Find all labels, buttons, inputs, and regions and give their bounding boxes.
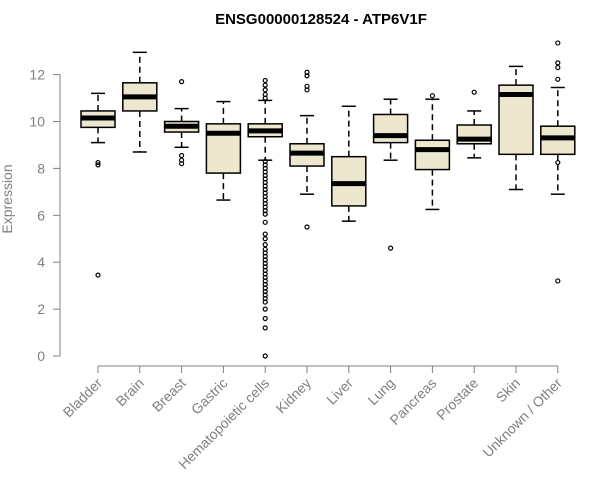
y-tick-label: 0 <box>37 348 45 364</box>
y-tick-label: 4 <box>37 254 45 270</box>
outlier-point <box>304 69 310 75</box>
outlier-point <box>471 89 477 95</box>
outlier-point <box>262 306 268 312</box>
iqr-box <box>372 113 409 144</box>
box-group <box>80 40 576 359</box>
outlier-point <box>262 82 268 88</box>
y-tick-label: 6 <box>37 207 45 223</box>
x-tick-label: Liver <box>323 375 356 408</box>
y-tick-label: 12 <box>29 67 45 83</box>
outlier-point <box>262 231 268 237</box>
outlier-point <box>262 158 268 164</box>
outlier-point <box>555 159 561 166</box>
x-tick-label: Skin <box>493 375 524 406</box>
box-kidney <box>289 69 325 230</box>
outlier-point <box>262 246 268 252</box>
y-tick-label: 10 <box>29 114 45 130</box>
outlier-point <box>555 76 561 82</box>
outlier-point <box>262 242 268 248</box>
outlier-point <box>555 278 561 284</box>
box-hematopoietic-cells <box>247 77 283 359</box>
box-pancreas <box>414 93 451 211</box>
x-tick-label: Kidney <box>273 375 315 417</box>
x-tick-label: Lung <box>364 375 397 408</box>
outlier-point <box>262 91 268 98</box>
outlier-point <box>179 157 185 163</box>
box-breast <box>163 79 200 167</box>
x-tick-label: Brain <box>112 375 146 409</box>
x-tick-label: Prostate <box>433 375 481 423</box>
box-prostate <box>456 89 492 159</box>
outlier-point <box>429 93 435 99</box>
outlier-point <box>262 325 268 331</box>
outlier-point <box>262 87 268 93</box>
box-bladder <box>80 92 116 278</box>
box-skin <box>498 65 534 191</box>
x-tick-label: Bladder <box>60 375 106 421</box>
box-unknown-other <box>540 40 576 284</box>
outlier-point <box>95 159 101 166</box>
chart-title: ENSG00000128524 - ATP6V1F <box>215 11 427 28</box>
box-brain <box>122 51 158 153</box>
outlier-point <box>179 152 185 159</box>
outlier-point <box>95 272 101 278</box>
outlier-point <box>304 83 310 89</box>
box-lung <box>372 98 409 251</box>
y-tick-label: 2 <box>37 301 45 317</box>
outlier-point <box>555 60 561 66</box>
outlier-point <box>555 40 561 46</box>
box-liver <box>331 105 367 222</box>
y-axis: 0 2 4 6 8 10 12 <box>29 67 61 364</box>
outlier-point <box>262 77 268 84</box>
iqr-box <box>414 139 451 171</box>
outlier-point <box>555 64 561 71</box>
outlier-point <box>262 353 268 359</box>
outlier-point <box>262 236 268 242</box>
outlier-point <box>262 315 268 322</box>
outlier-point <box>262 219 268 225</box>
outlier-point <box>95 162 101 168</box>
outlier-point <box>304 224 310 230</box>
y-axis-label: Expression <box>0 164 15 233</box>
box-gastric <box>205 100 242 201</box>
outlier-point <box>179 79 185 85</box>
outlier-point <box>388 245 394 251</box>
x-tick-label: Breast <box>149 375 189 415</box>
y-tick-label: 8 <box>37 160 45 176</box>
x-tick-label: Unknown / Other <box>479 375 565 461</box>
